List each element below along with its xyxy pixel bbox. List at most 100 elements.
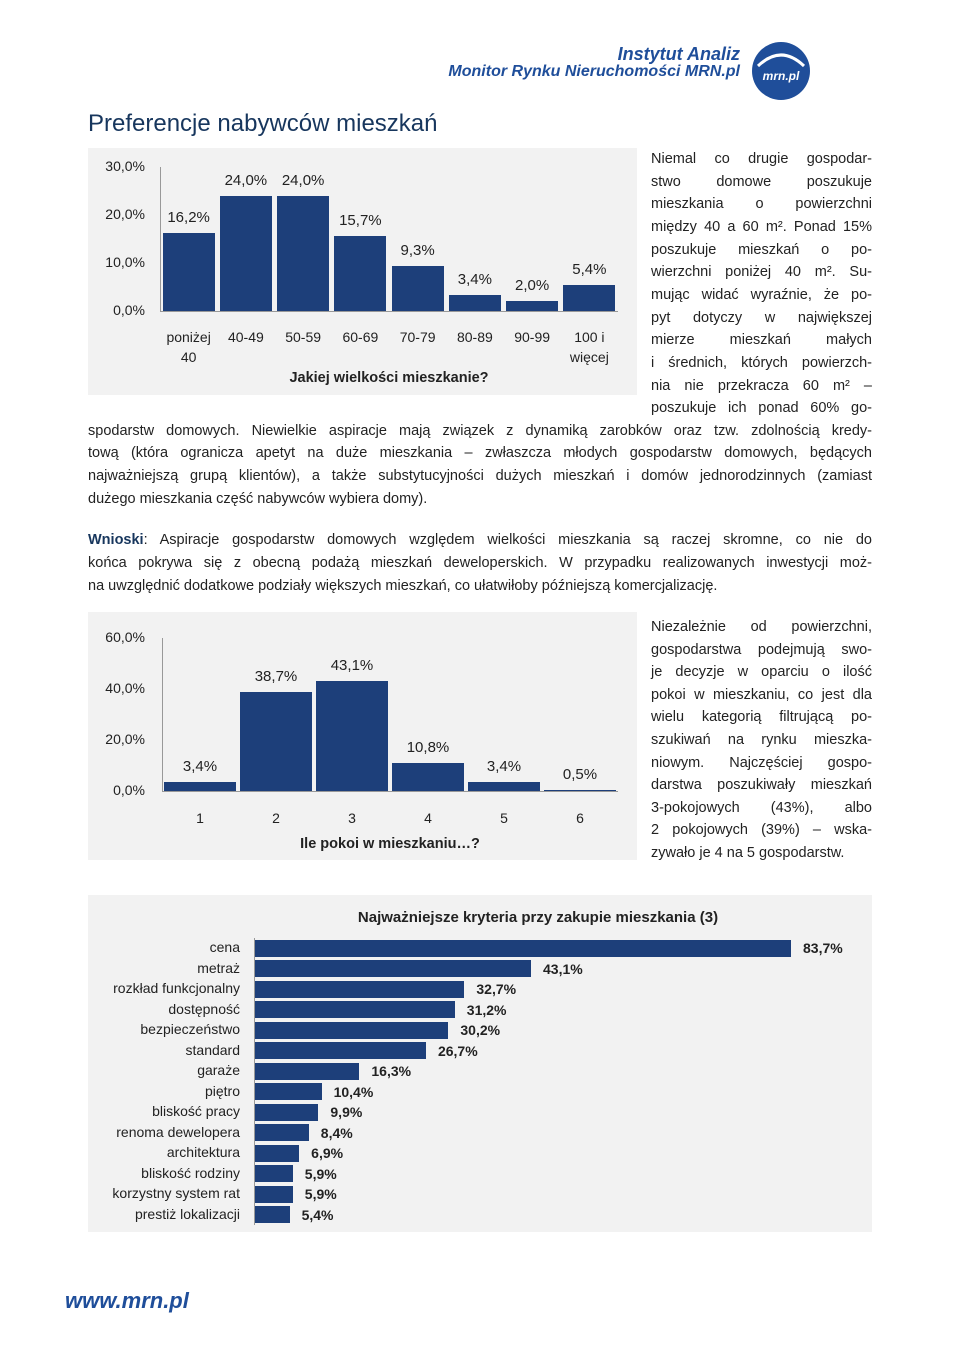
x-axis-label: Jakiej wielkości mieszkanie? <box>289 370 489 386</box>
x-tick-label: 5 <box>500 810 508 826</box>
x-tick-label: 2 <box>272 810 280 826</box>
conclusion-text: na uwzględnić dodatkowe podziały większy… <box>88 578 718 594</box>
text-line: wierzchni poniżej 40 m². Su- <box>651 264 872 281</box>
text-line: spodarstw domowych. Niewielkie aspiracje… <box>88 422 872 439</box>
text-line: tową (która ogranicza apetyt na duże mie… <box>88 445 872 462</box>
bar <box>544 789 616 791</box>
value-label: 24,0% <box>224 171 268 189</box>
text-line: 3-pokojowych (43%), albo <box>651 799 872 816</box>
text-line: Niezależnie od powierzchni, <box>651 619 872 635</box>
value-label: 3,4% <box>182 758 218 776</box>
y-tick-label: garaże <box>197 1062 240 1078</box>
text-line: i średnich, których powierzch- <box>651 354 872 371</box>
text-line: mierze mieszkań małych <box>651 332 872 349</box>
y-tick-label: 20,0% <box>105 731 145 747</box>
y-tick-label: bezpieczeństwo <box>140 1021 240 1037</box>
text-line: zywało je 4 na 5 gospodarstw. <box>651 845 845 861</box>
x-tick-label: 40-49 <box>227 329 264 345</box>
value-label: 10,4% <box>333 1083 374 1100</box>
y-tick-label: dostępność <box>168 1000 240 1017</box>
text-line: między 40 a 60 m². Ponad 15% <box>651 218 872 235</box>
value-label: 43,1% <box>543 960 583 977</box>
value-label: 16,3% <box>371 1063 412 1079</box>
value-label: 5,4% <box>572 261 607 279</box>
bar <box>162 233 215 311</box>
text-line: najważniejszą grupą klientów), a także s… <box>88 468 872 485</box>
x-tick-label: 60-69 <box>342 329 379 345</box>
bar <box>448 294 501 311</box>
value-label: 3,4% <box>457 270 492 288</box>
value-label: 9,9% <box>330 1104 363 1120</box>
text-line: Wnioski: Aspiracje gospodarstw domowych … <box>88 530 872 550</box>
axis-line <box>162 791 618 792</box>
x-axis-label: Ile pokoi w mieszkaniu…? <box>300 836 480 852</box>
bar <box>255 980 465 998</box>
x-tick-label: 70-79 <box>399 329 436 345</box>
value-label: 5,4% <box>301 1206 334 1223</box>
x-tick-label: 80-89 <box>456 329 493 345</box>
y-tick-label: cena <box>209 939 240 955</box>
value-label: 31,2% <box>466 1001 507 1018</box>
bar <box>255 1103 319 1121</box>
x-tick-label: 100 i więcej <box>569 329 609 365</box>
value-label: 9,3% <box>400 242 435 260</box>
footer-url: www.mrn.pl <box>65 1288 189 1313</box>
axis-line <box>254 938 255 1225</box>
value-label: 16,2% <box>167 209 210 227</box>
conclusion-text: końca pokrywa się z obecną podażą mieszk… <box>88 555 872 571</box>
y-tick-label: 40,0% <box>105 680 145 696</box>
publication: Monitor Rynku Nieruchomości MRN.pl <box>448 63 740 80</box>
bar <box>164 782 236 791</box>
text-line: niowym. Najczęściej gospo- <box>651 754 872 771</box>
value-label: 10,8% <box>406 739 450 757</box>
logo: mrn.pl <box>752 42 810 100</box>
bar <box>468 782 540 791</box>
value-label: 24,0% <box>281 171 325 189</box>
value-label: 3,4% <box>486 758 522 776</box>
text-line: dużego mieszkania część nabywców wybiera… <box>88 490 428 507</box>
value-label: 26,7% <box>437 1042 478 1059</box>
x-tick-label: 4 <box>424 810 432 826</box>
bar <box>255 1165 293 1182</box>
text-line: je decyzje w oparciu o ilość <box>651 664 872 681</box>
y-tick-label: 60,0% <box>105 629 145 645</box>
y-tick-label: bliskość rodziny <box>141 1164 240 1181</box>
text-line: mieszkania o powierzchni <box>651 196 872 213</box>
value-label: 83,7% <box>803 940 843 956</box>
logo-text: mrn.pl <box>763 69 800 83</box>
y-tick-label: 0,0% <box>113 302 145 318</box>
bar <box>506 301 559 311</box>
y-tick-label: 30,0% <box>105 158 145 174</box>
bar <box>255 1083 322 1100</box>
bar <box>255 1001 455 1018</box>
x-tick-label: 50-59 <box>285 329 322 345</box>
text-line: mując widać wyraźnie, że po- <box>651 286 872 303</box>
value-label: 15,7% <box>339 211 382 229</box>
bar <box>219 195 272 311</box>
logo-arc <box>756 53 806 68</box>
text-line: szukiwań na rynku mieszka- <box>651 732 872 748</box>
value-label: 5,9% <box>304 1165 337 1182</box>
value-label: 30,2% <box>460 1022 501 1038</box>
bar <box>255 1021 449 1039</box>
value-label: 5,9% <box>304 1186 337 1202</box>
y-tick-label: metraż <box>197 959 240 976</box>
text-line: na uwzględnić dodatkowe podziały większy… <box>88 576 872 596</box>
bar <box>255 1144 300 1162</box>
axis-line <box>162 638 163 791</box>
value-label: 2,0% <box>515 277 550 295</box>
y-tick-label: renoma dewelopera <box>116 1123 240 1140</box>
text-line: Niemal co drugie gospodar- <box>651 151 872 167</box>
x-tick-label: 90-99 <box>514 329 551 345</box>
bar <box>334 235 387 311</box>
bar <box>255 960 531 977</box>
x-tick-label: 6 <box>576 810 584 826</box>
bar <box>277 195 330 311</box>
text-line: poszukuje mieszkań o po- <box>651 241 872 258</box>
bar <box>563 285 616 311</box>
chart-title: Najważniejsze kryteria przy zakupie mies… <box>357 909 719 926</box>
x-tick-label: 1 <box>196 810 204 826</box>
text-line: pyt dotyczy w największej <box>651 309 872 326</box>
text-line: 2 pokojowych (39%) – wska- <box>651 822 872 839</box>
